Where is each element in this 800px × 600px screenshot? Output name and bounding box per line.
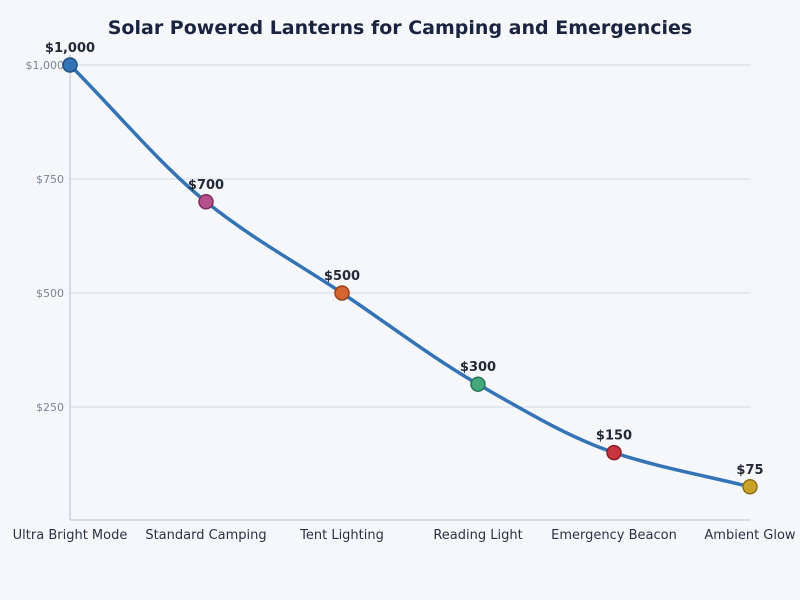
y-tick-label: $250	[36, 401, 64, 414]
data-label: $1,000	[45, 41, 95, 56]
y-tick-label: $750	[36, 173, 64, 186]
x-tick-label: Standard Camping	[145, 528, 266, 543]
data-point	[470, 376, 486, 392]
x-tick-label: Reading Light	[433, 528, 522, 543]
data-point	[742, 479, 758, 495]
data-label: $150	[596, 429, 632, 444]
data-label: $300	[460, 360, 496, 375]
x-tick-label: Tent Lighting	[299, 528, 384, 543]
data-point	[606, 444, 622, 461]
x-tick-label: Emergency Beacon	[551, 528, 677, 543]
x-tick-label: Ambient Glow	[704, 528, 796, 543]
data-point	[198, 194, 214, 210]
data-point	[334, 285, 350, 301]
data-point	[62, 57, 78, 73]
data-label: $700	[188, 178, 224, 193]
y-tick-label: $500	[36, 287, 64, 300]
data-label: $75	[736, 463, 763, 478]
y-tick-label: $1,000	[26, 59, 65, 72]
chart-title: Solar Powered Lanterns for Camping and E…	[108, 17, 693, 39]
data-label: $500	[324, 269, 360, 284]
series-line	[68, 63, 751, 489]
x-tick-label: Ultra Bright Mode	[13, 528, 128, 543]
